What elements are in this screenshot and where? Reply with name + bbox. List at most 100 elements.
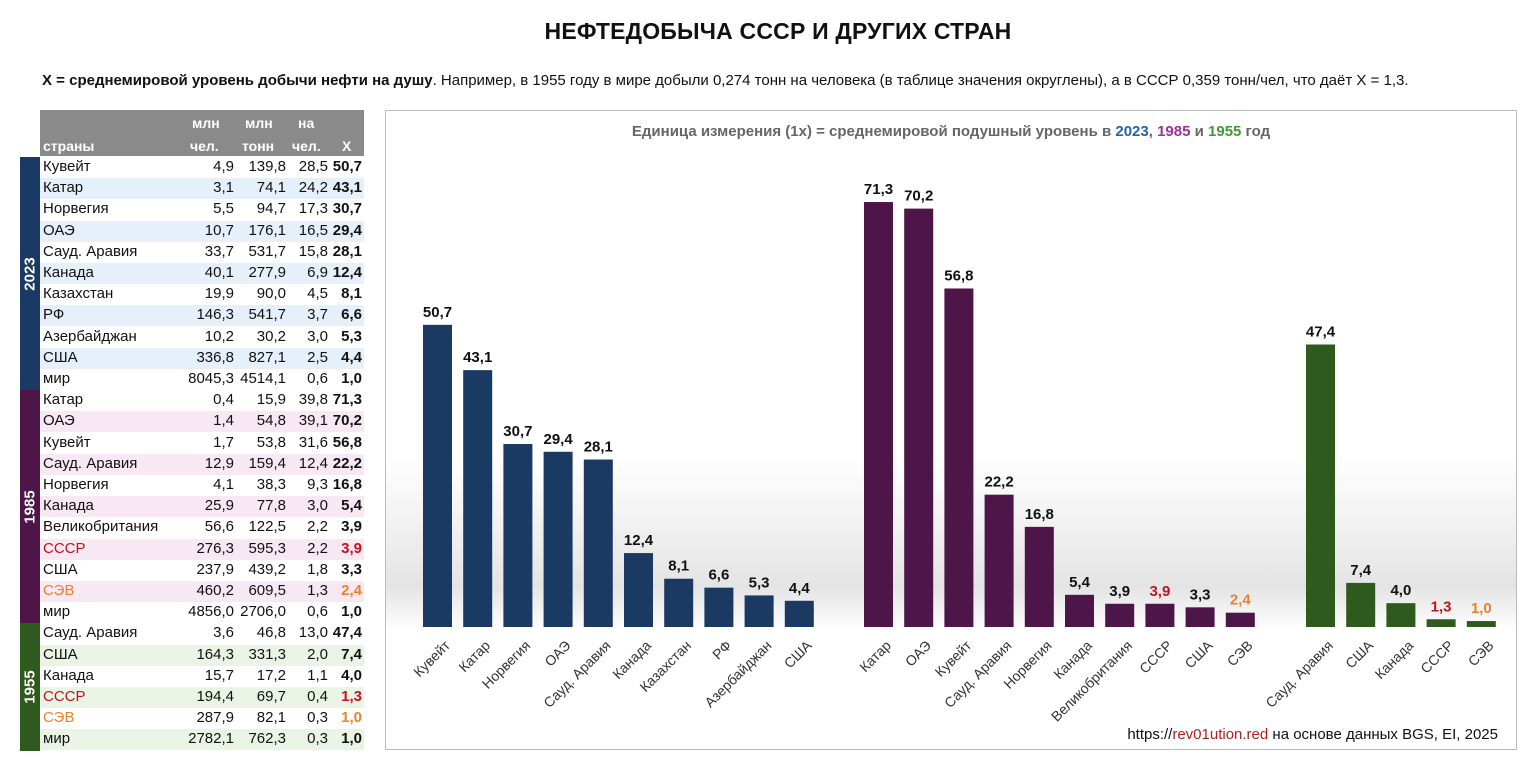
x-cell: 1,0 [341, 603, 362, 621]
data-label: 1,3 [1431, 598, 1452, 615]
tonnage-cell: 595,3 [248, 539, 286, 557]
table-row: США 237,9 439,2 1,8 3,3 [40, 559, 364, 581]
x-cell: 2,4 [341, 582, 362, 599]
bar [1225, 612, 1255, 627]
bar [1145, 603, 1175, 627]
category-label: СССР [1417, 637, 1456, 676]
x-cell: 29,4 [332, 221, 362, 239]
data-label: 3,9 [1149, 583, 1170, 600]
table-row: ОАЭ 10,7 176,1 16,5 29,4 [40, 220, 364, 242]
country-cell: Сауд. Аравия [43, 624, 138, 642]
country-cell: мир [43, 730, 71, 748]
period-band-1985: 1985 [20, 390, 40, 624]
per-capita-cell: 1,8 [307, 560, 328, 578]
country-cell: Кувейт [43, 433, 91, 451]
per-capita-cell: 24,2 [298, 179, 328, 197]
table-row: Азербайджан 10,2 30,2 3,0 5,3 [40, 326, 364, 348]
per-capita-cell: 2,0 [307, 645, 328, 663]
table-row: Казахстан 19,9 90,0 4,5 8,1 [40, 284, 364, 306]
note-text: . Например, в 1955 году в мире добыли 0,… [432, 72, 1409, 89]
tonnage-cell: 277,9 [248, 264, 286, 281]
period-label: 2023 [21, 256, 39, 291]
bar [904, 208, 934, 627]
bar [664, 578, 694, 627]
per-capita-cell: 0,4 [307, 688, 328, 705]
chart-subtitle: Единица измерения (1x) = среднемировой п… [386, 123, 1516, 140]
table-row: Сауд. Аравия 3,6 46,8 13,0 47,4 [40, 623, 364, 645]
population-cell: 4,9 [213, 158, 234, 175]
header-pop-top: млн [192, 115, 220, 131]
credit-suffix: на основе данных BGS, EI, 2025 [1268, 726, 1498, 743]
x-cell: 1,3 [341, 688, 362, 705]
per-capita-cell: 13,0 [298, 624, 328, 642]
x-cell: 1,0 [341, 370, 362, 387]
credit-link[interactable]: rev01ution.red [1172, 726, 1269, 743]
population-cell: 276,3 [196, 539, 234, 557]
category-label: ОАЭ [902, 637, 934, 669]
per-capita-cell: 39,8 [298, 391, 328, 409]
population-cell: 164,3 [196, 645, 234, 663]
population-cell: 1,4 [213, 412, 234, 430]
per-capita-cell: 2,2 [307, 518, 328, 536]
data-label: 4,4 [789, 580, 811, 597]
per-capita-cell: 0,3 [307, 730, 328, 748]
table-row: ОАЭ 1,4 54,8 39,1 70,2 [40, 411, 364, 433]
series-2023: 50,7Кувейт43,1Катар30,7Норвегия29,4ОАЭ28… [410, 304, 815, 711]
table-row: Катар 3,1 74,1 24,2 43,1 [40, 178, 364, 200]
country-cell: Канада [43, 264, 94, 281]
population-cell: 3,6 [213, 624, 234, 642]
country-cell: Норвегия [43, 200, 109, 218]
per-capita-cell: 28,5 [298, 158, 328, 175]
data-label: 56,8 [944, 267, 973, 284]
population-cell: 19,9 [204, 285, 234, 303]
bar [864, 202, 893, 627]
x-cell: 5,4 [341, 497, 362, 515]
data-label: 70,2 [904, 188, 933, 205]
country-cell: США [43, 560, 78, 578]
per-capita-cell: 17,3 [298, 200, 328, 218]
bar [1185, 607, 1215, 627]
data-label: 50,7 [423, 304, 452, 321]
data-label: 4,0 [1390, 582, 1411, 599]
per-capita-cell: 3,0 [307, 327, 328, 345]
data-label: 3,9 [1109, 583, 1130, 600]
data-label: 7,4 [1350, 562, 1372, 579]
x-cell: 4,0 [341, 666, 362, 684]
population-cell: 12,9 [204, 454, 234, 472]
tonnage-cell: 53,8 [256, 433, 286, 451]
x-cell: 22,2 [332, 454, 362, 472]
country-cell: Казахстан [43, 285, 114, 303]
source-credit: https://rev01ution.red на основе данных … [1127, 726, 1498, 743]
population-cell: 0,4 [213, 391, 234, 409]
country-cell: Катар [43, 391, 84, 409]
bar [1306, 344, 1335, 627]
header-ton-top: млн [245, 115, 273, 131]
subtitle-part: год [1241, 123, 1271, 140]
bar [624, 553, 653, 627]
tonnage-cell: 74,1 [256, 179, 286, 197]
table-row: Кувейт 1,7 53,8 31,6 56,8 [40, 432, 364, 454]
x-cell: 3,3 [341, 560, 362, 578]
category-label: РФ [709, 637, 734, 662]
tonnage-cell: 94,7 [256, 200, 286, 218]
bar [543, 451, 573, 627]
tonnage-cell: 541,7 [248, 306, 286, 324]
period-label: 1985 [21, 490, 39, 524]
country-cell: США [43, 645, 78, 663]
tonnage-cell: 762,3 [248, 730, 286, 748]
data-label: 28,1 [584, 439, 613, 456]
table-row: Канада 15,7 17,2 1,1 4,0 [40, 665, 364, 687]
x-cell: 5,3 [341, 327, 362, 345]
bar [1346, 582, 1376, 627]
tonnage-cell: 15,9 [256, 391, 286, 409]
header-per-top: на [298, 115, 315, 131]
per-capita-cell: 2,5 [307, 348, 328, 366]
population-cell: 1,7 [213, 433, 234, 451]
tonnage-cell: 2706,0 [240, 603, 286, 621]
population-cell: 460,2 [196, 582, 234, 599]
country-cell: Сауд. Аравия [43, 242, 138, 260]
per-capita-cell: 39,1 [298, 412, 328, 430]
tonnage-cell: 4514,1 [240, 370, 286, 387]
per-capita-cell: 0,3 [307, 709, 328, 727]
table-row: Канада 40,1 277,9 6,9 12,4 [40, 263, 364, 284]
